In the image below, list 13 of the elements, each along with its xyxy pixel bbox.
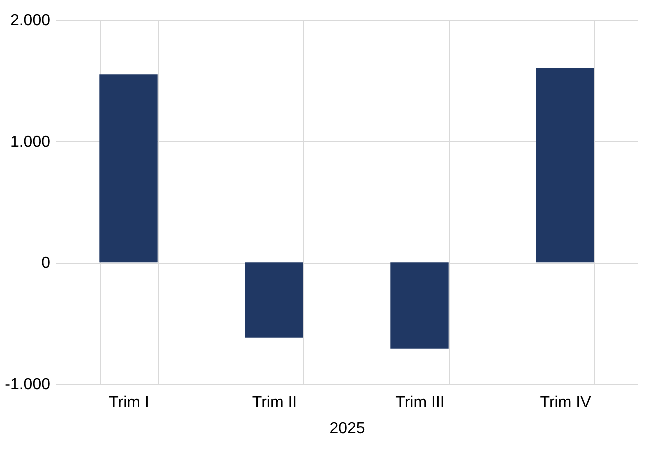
y-tick-label: 0 — [42, 255, 51, 272]
y-tick-label: -1.000 — [5, 376, 51, 394]
x-tick-label: Trim IV — [540, 394, 592, 412]
x-axis-title: 2025 — [330, 420, 366, 438]
x-tick-label: Trim III — [396, 394, 445, 412]
bar — [536, 68, 594, 263]
bar — [100, 74, 158, 263]
x-tick-label: Trim I — [109, 394, 150, 412]
x-tick-label: Trim II — [252, 394, 298, 412]
y-tick-label: 2.000 — [10, 12, 51, 30]
bar — [245, 262, 304, 338]
bar — [390, 262, 449, 349]
y-tick-label: 1.000 — [10, 134, 51, 151]
